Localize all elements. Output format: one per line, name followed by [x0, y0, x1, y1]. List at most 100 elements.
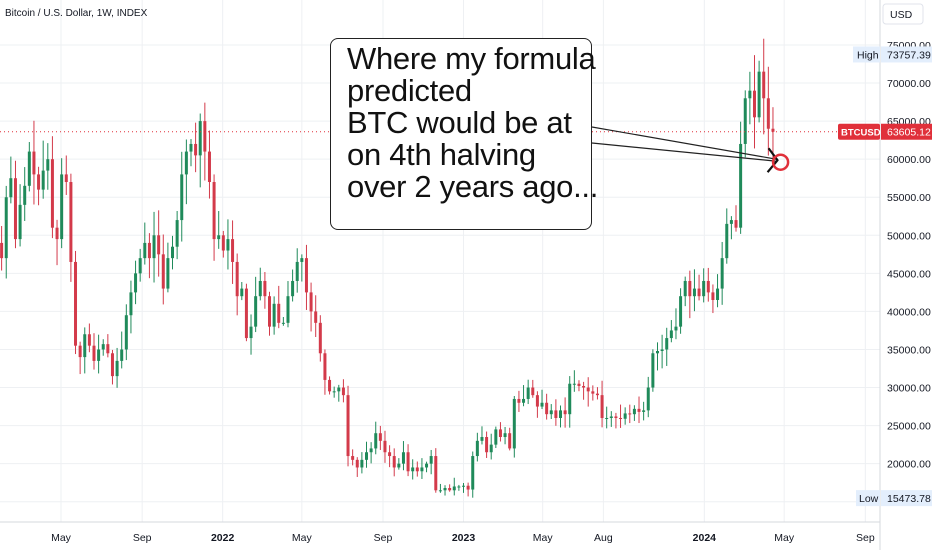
candle-body	[471, 456, 475, 490]
candle-body	[355, 459, 359, 468]
candle-body	[27, 151, 31, 186]
candle-body	[697, 288, 701, 297]
candle-body	[637, 408, 641, 412]
candle-body	[129, 292, 133, 316]
x-tick-label: 2022	[211, 532, 235, 544]
candle-body	[485, 437, 489, 453]
last-price-badge	[881, 123, 932, 140]
candle-body	[143, 242, 147, 259]
candle-body	[9, 178, 13, 198]
candle-body	[642, 410, 646, 412]
candle-body	[295, 261, 299, 281]
candle-body	[609, 416, 613, 418]
candle-body	[605, 417, 609, 419]
candle-body	[328, 379, 332, 392]
candle-body	[115, 360, 119, 377]
candle-body	[323, 353, 327, 380]
candles	[0, 38, 775, 498]
callout-line-1: Where my formula	[347, 41, 596, 76]
y-tick-label: 60000.00	[887, 154, 931, 166]
candle-body	[46, 159, 50, 171]
candle-body	[591, 391, 595, 394]
candle-body	[184, 151, 188, 175]
candle-body	[549, 410, 553, 415]
candle-body	[258, 280, 262, 297]
candle-body	[582, 386, 586, 388]
candle-body	[494, 429, 498, 445]
callout-line-4: on 4th halving	[347, 137, 536, 172]
candle-body	[87, 334, 91, 346]
annotation-overlay: Bitcoin / U.S. Dollar, 1W, INDEX	[5, 8, 790, 173]
candle-body	[240, 288, 244, 297]
low-label: Low	[859, 493, 879, 505]
candle-body	[619, 417, 623, 419]
candle-body	[517, 398, 521, 403]
high-value: 73757.39	[887, 49, 931, 61]
candle-body	[702, 280, 706, 297]
candle-body	[235, 261, 239, 297]
candle-body	[438, 490, 442, 492]
candle-body	[346, 395, 350, 457]
candle-body	[374, 433, 378, 449]
candle-body	[401, 452, 405, 464]
candle-body	[194, 143, 198, 156]
currency-button[interactable]	[882, 3, 924, 25]
prediction-marker-circle	[771, 153, 790, 171]
candle-body	[651, 353, 655, 388]
price-axis: 15000.0020000.0025000.0030000.0035000.00…	[838, 0, 932, 550]
candle-body	[69, 182, 73, 262]
candle-body	[383, 440, 387, 453]
x-tick-label: Sep	[856, 532, 875, 544]
candle-body	[429, 456, 433, 464]
candle-body	[558, 410, 562, 418]
candle-body	[254, 296, 258, 327]
candle-body	[397, 463, 401, 468]
candle-body	[628, 413, 632, 415]
candle-body	[341, 387, 345, 396]
candle-body	[452, 486, 456, 491]
candle-body	[623, 413, 627, 419]
y-tick-label: 65000.00	[887, 116, 931, 128]
candle-body	[304, 258, 308, 293]
candle-body	[13, 178, 17, 240]
last-price-value: 63605.12	[887, 127, 931, 139]
low-label-box	[856, 490, 880, 507]
candle-body	[669, 330, 673, 339]
candle-body	[166, 258, 170, 289]
y-tick-label: 25000.00	[887, 421, 931, 433]
candle-body	[337, 387, 341, 392]
candle-body	[4, 197, 8, 259]
candle-body	[291, 280, 295, 297]
callout-line-3: BTC would be at	[347, 105, 572, 140]
candle-body	[23, 185, 27, 205]
candle-body	[762, 71, 766, 99]
currency-label: USD	[890, 9, 913, 21]
candle-body	[411, 467, 415, 472]
y-tick-label: 50000.00	[887, 230, 931, 242]
y-tick-label: 45000.00	[887, 268, 931, 280]
candle-body	[706, 280, 710, 293]
candle-body	[577, 383, 581, 387]
candle-body	[572, 383, 576, 385]
candle-body	[37, 174, 41, 190]
y-tick-label: 40000.00	[887, 306, 931, 318]
candle-body	[683, 280, 687, 297]
candle-body	[660, 349, 664, 352]
candle-body	[415, 467, 419, 472]
candle-body	[212, 182, 216, 240]
candle-body	[161, 254, 165, 289]
candle-body	[688, 280, 692, 297]
candle-body	[600, 395, 604, 418]
candle-body	[563, 410, 567, 415]
candle-body	[531, 387, 535, 396]
candle-body	[480, 437, 484, 441]
candle-body	[263, 280, 267, 297]
candle-body	[74, 261, 78, 346]
candle-body	[120, 349, 124, 361]
candle-body	[175, 220, 179, 247]
candle-body	[50, 159, 54, 228]
candle-body	[152, 235, 156, 259]
candle-body	[595, 393, 599, 396]
x-tick-label: May	[292, 532, 313, 544]
